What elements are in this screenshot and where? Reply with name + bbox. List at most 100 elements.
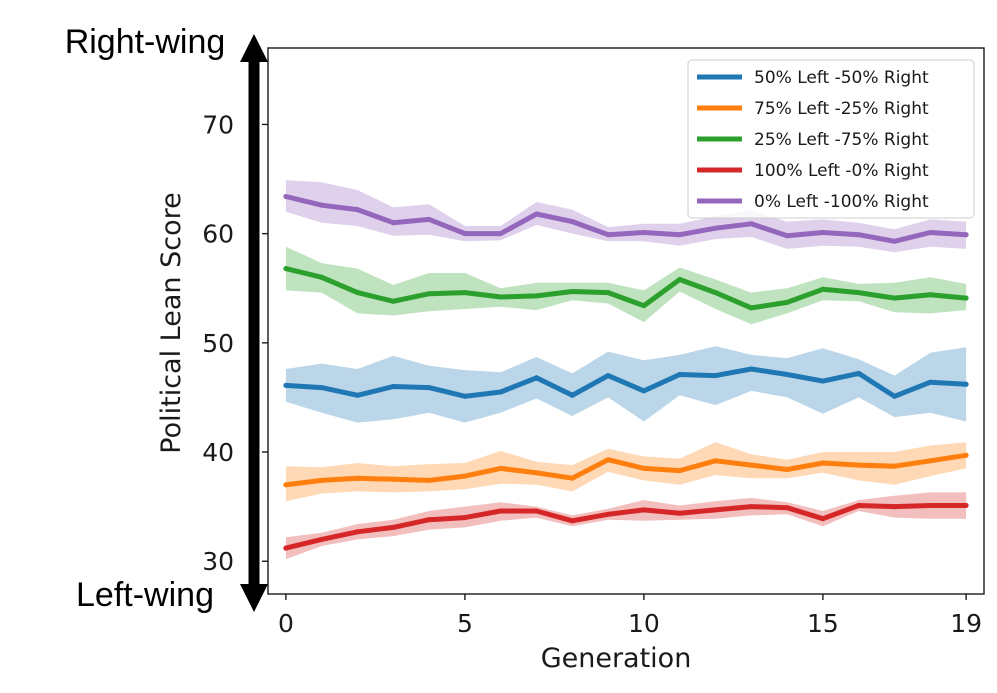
point-50pct-left-50pct-right [283, 382, 289, 388]
point-75pct-left-25pct-right [713, 458, 718, 464]
point-100pct-left-0pct-right [390, 524, 396, 530]
plot-frame [267, 47, 985, 595]
line-0pct-left-100pct-right [283, 194, 969, 244]
point-25pct-left-75pct-right [892, 295, 897, 301]
point-25pct-left-75pct-right [462, 290, 468, 296]
point-50pct-left-50pct-right [641, 388, 647, 394]
point-75pct-left-25pct-right [569, 475, 575, 481]
point-75pct-left-25pct-right [677, 468, 683, 474]
point-50pct-left-50pct-right [462, 393, 468, 399]
point-100pct-left-0pct-right [605, 511, 611, 517]
legend-label-50pct-left-50pct-right: 50% Left -50% Right [754, 68, 929, 88]
point-100pct-left-0pct-right [426, 517, 432, 523]
point-75pct-left-25pct-right [319, 477, 325, 483]
point-0pct-left-100pct-right [820, 230, 826, 235]
point-75pct-left-25pct-right [892, 463, 897, 469]
series-lines [283, 194, 969, 551]
point-25pct-left-75pct-right [283, 266, 289, 272]
point-50pct-left-50pct-right [892, 393, 897, 399]
point-100pct-left-0pct-right [748, 504, 754, 510]
point-75pct-left-25pct-right [856, 462, 862, 468]
point-100pct-left-0pct-right [677, 510, 683, 516]
y-axis-title: Political Lean Score [156, 192, 187, 453]
point-0pct-left-100pct-right [963, 232, 969, 238]
point-75pct-left-25pct-right [390, 476, 396, 482]
x-axis-title: Generation [541, 643, 692, 674]
point-25pct-left-75pct-right [927, 292, 933, 298]
point-75pct-left-25pct-right [820, 460, 826, 466]
point-25pct-left-75pct-right [390, 298, 396, 304]
point-0pct-left-100pct-right [462, 231, 468, 237]
point-100pct-left-0pct-right [355, 529, 360, 535]
point-0pct-left-100pct-right [748, 221, 754, 227]
legend: 50% Left -50% Right 75% Left -25% Right 25… [687, 59, 975, 219]
x-tick-label: 10 [628, 609, 660, 638]
x-tick-label: 0 [278, 609, 294, 638]
point-25pct-left-75pct-right [963, 295, 969, 301]
point-25pct-left-75pct-right [569, 289, 575, 294]
point-75pct-left-25pct-right [534, 470, 539, 476]
line-50pct-left-50pct-right [283, 366, 969, 399]
point-100pct-left-0pct-right [534, 508, 539, 514]
point-0pct-left-100pct-right [677, 232, 683, 238]
point-0pct-left-100pct-right [319, 202, 325, 208]
point-0pct-left-100pct-right [605, 232, 611, 238]
point-75pct-left-25pct-right [355, 475, 360, 481]
point-0pct-left-100pct-right [856, 232, 862, 238]
right-wing-annotation: Right-wing [65, 23, 226, 61]
legend-label-100pct-left-0pct-right: 100% Left -0% Right [754, 161, 929, 181]
point-25pct-left-75pct-right [605, 290, 611, 296]
point-75pct-left-25pct-right [605, 457, 611, 463]
point-75pct-left-25pct-right [963, 452, 969, 458]
band-25pct-left-75pct-right [285, 246, 967, 325]
point-50pct-left-50pct-right [390, 384, 396, 389]
line-25pct-left-75pct-right [283, 266, 969, 311]
point-0pct-left-100pct-right [784, 233, 790, 239]
point-0pct-left-100pct-right [498, 231, 504, 237]
point-25pct-left-75pct-right [748, 305, 754, 311]
point-0pct-left-100pct-right [892, 238, 897, 244]
point-0pct-left-100pct-right [426, 216, 432, 222]
y-tick-label: 30 [202, 547, 234, 576]
legend-label-0pct-left-100pct-right: 0% Left -100% Right [754, 192, 929, 212]
point-50pct-left-50pct-right [784, 372, 790, 377]
point-25pct-left-75pct-right [426, 291, 432, 297]
arrow-down-head [240, 584, 268, 612]
legend-box [687, 59, 975, 219]
x-tick-label: 15 [807, 609, 839, 638]
point-25pct-left-75pct-right [784, 299, 790, 305]
point-25pct-left-75pct-right [319, 274, 325, 280]
point-75pct-left-25pct-right [462, 473, 468, 479]
point-25pct-left-75pct-right [355, 290, 360, 296]
point-25pct-left-75pct-right [498, 294, 504, 300]
point-25pct-left-75pct-right [820, 286, 826, 292]
y-tick-label: 50 [202, 329, 234, 358]
point-50pct-left-50pct-right [355, 392, 360, 398]
point-50pct-left-50pct-right [569, 392, 575, 398]
x-tick-label: 19 [950, 609, 982, 638]
point-100pct-left-0pct-right [713, 507, 718, 513]
y-axis-ticks: 30 40 50 60 70 [202, 110, 268, 576]
point-0pct-left-100pct-right [390, 220, 396, 226]
point-75pct-left-25pct-right [927, 458, 933, 464]
point-100pct-left-0pct-right [963, 503, 969, 508]
point-50pct-left-50pct-right [856, 370, 862, 376]
point-0pct-left-100pct-right [283, 194, 289, 199]
point-0pct-left-100pct-right [534, 211, 539, 217]
point-50pct-left-50pct-right [426, 385, 432, 391]
left-wing-annotation: Left-wing [76, 576, 214, 614]
point-100pct-left-0pct-right [462, 515, 468, 521]
point-0pct-left-100pct-right [641, 230, 647, 235]
y-tick-label: 40 [202, 438, 234, 467]
point-100pct-left-0pct-right [498, 508, 504, 514]
point-50pct-left-50pct-right [963, 381, 969, 387]
x-axis-ticks: 0 5 10 15 19 [278, 594, 982, 638]
line-100pct-left-0pct-right [283, 503, 969, 551]
point-75pct-left-25pct-right [641, 465, 647, 471]
point-25pct-left-75pct-right [641, 303, 647, 309]
point-100pct-left-0pct-right [856, 503, 862, 508]
point-50pct-left-50pct-right [748, 366, 754, 372]
point-75pct-left-25pct-right [426, 477, 432, 483]
point-0pct-left-100pct-right [355, 207, 360, 213]
